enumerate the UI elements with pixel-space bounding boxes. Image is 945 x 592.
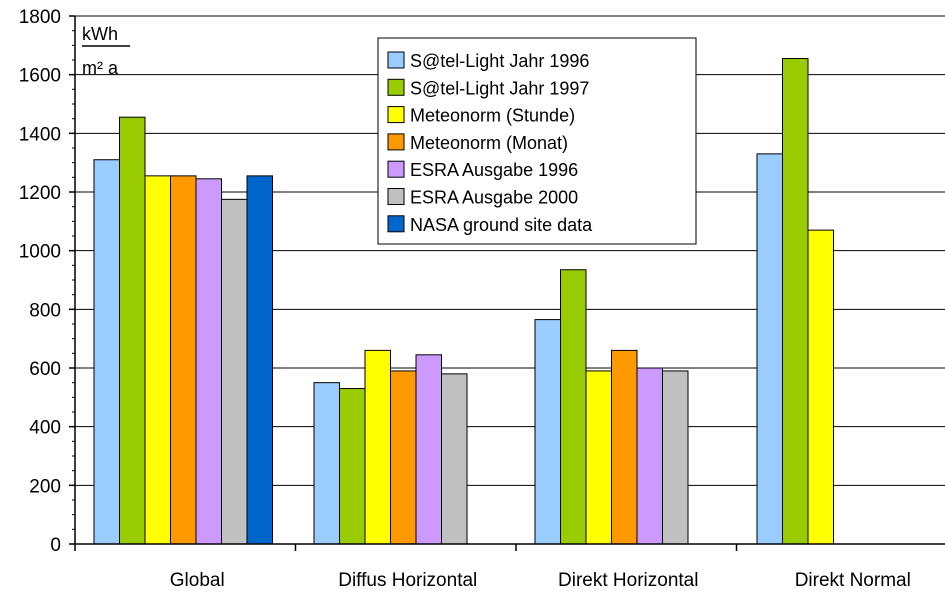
legend-label: S@tel-Light Jahr 1996 — [410, 51, 589, 71]
bar — [339, 388, 366, 545]
bar — [782, 58, 809, 545]
bar — [221, 198, 248, 545]
legend-swatch — [387, 133, 405, 151]
bar — [93, 159, 120, 545]
legend-label: ESRA Ausgabe 1996 — [410, 160, 578, 180]
x-category-label: Direkt Normal — [795, 570, 911, 591]
legend-label: Meteonorm (Monat) — [410, 133, 568, 153]
y-tick-label: 1800 — [19, 7, 61, 28]
bar — [364, 349, 391, 545]
y-tick-label: 0 — [50, 535, 61, 556]
y-tick-label: 600 — [29, 359, 61, 380]
bar — [170, 175, 197, 545]
legend-label: ESRA Ausgabe 2000 — [410, 188, 578, 208]
legend-label: Meteonorm (Stunde) — [410, 106, 575, 126]
bar — [144, 175, 171, 545]
legend-swatch — [387, 215, 405, 233]
bar — [611, 349, 638, 545]
legend-swatch — [387, 51, 405, 69]
bar — [662, 370, 689, 545]
legend-label: S@tel-Light Jahr 1997 — [410, 78, 589, 98]
bar — [313, 382, 340, 545]
unit-denominator: m² a — [82, 58, 119, 78]
x-category-label: Direkt Horizontal — [558, 570, 698, 591]
bar — [246, 175, 273, 545]
y-tick-label: 400 — [29, 418, 61, 439]
bar — [585, 370, 612, 545]
unit-label: kWh m² a — [82, 24, 130, 78]
bar — [756, 153, 783, 545]
axes: 0 200 400 600 800 1000 1200 1400 1600 1800 Global D… — [19, 7, 945, 591]
y-tick-label: 800 — [29, 300, 61, 321]
legend-swatch — [387, 78, 405, 96]
y-tick-label: 1000 — [19, 242, 61, 263]
legend: S@tel-Light Jahr 1996 S@tel-Light Jahr 19… — [377, 37, 697, 245]
bar — [441, 373, 468, 545]
bar — [636, 367, 663, 545]
legend-swatch — [387, 106, 405, 124]
x-category-label: Diffus Horizontal — [338, 570, 477, 591]
y-tick-label: 1600 — [19, 66, 61, 87]
x-category-label: Global — [170, 570, 225, 591]
y-tick-label: 1400 — [19, 124, 61, 145]
bar — [534, 319, 561, 545]
legend-swatch — [387, 160, 405, 178]
bars — [93, 58, 834, 545]
unit-numerator: kWh — [82, 24, 118, 44]
bar — [119, 116, 146, 545]
bar — [560, 269, 587, 545]
legend-label: NASA ground site data — [410, 215, 593, 235]
bar — [390, 370, 417, 545]
y-tick-label: 200 — [29, 476, 61, 497]
legend-box — [377, 37, 697, 245]
legend-swatch — [387, 188, 405, 205]
bar — [195, 178, 222, 545]
bar — [807, 229, 834, 545]
bar — [415, 354, 442, 545]
y-tick-label: 1200 — [19, 183, 61, 204]
